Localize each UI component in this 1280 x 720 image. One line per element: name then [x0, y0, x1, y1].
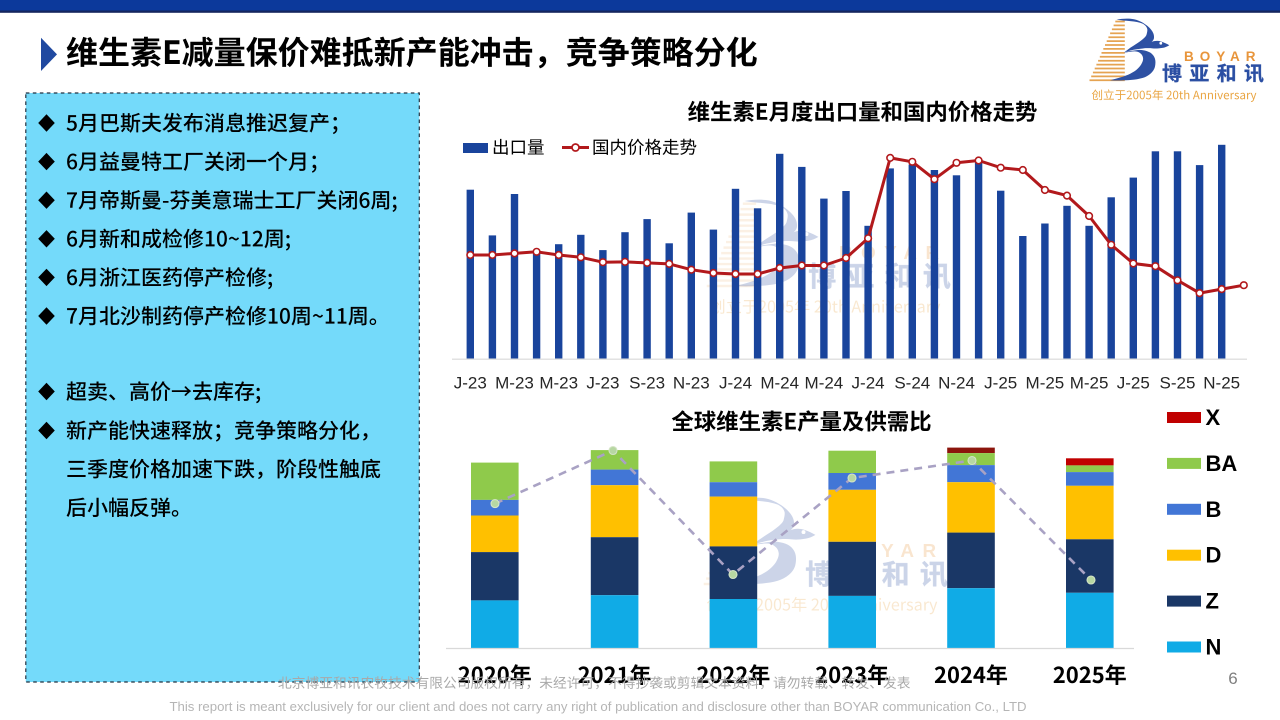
- svg-text:M-25: M-25: [1026, 374, 1065, 393]
- svg-text:S-23: S-23: [629, 374, 665, 393]
- svg-text:N-23: N-23: [673, 374, 710, 393]
- svg-text:X: X: [1206, 405, 1221, 430]
- svg-text:D: D: [1206, 543, 1222, 568]
- svg-text:J-23: J-23: [454, 374, 487, 393]
- svg-text:M-24: M-24: [805, 374, 844, 393]
- svg-text:S-25: S-25: [1160, 374, 1196, 393]
- svg-text:M-23: M-23: [539, 374, 578, 393]
- svg-text:J-24: J-24: [719, 374, 752, 393]
- svg-text:6: 6: [1228, 669, 1237, 688]
- svg-text:J-24: J-24: [852, 374, 885, 393]
- svg-text:M-23: M-23: [495, 374, 534, 393]
- svg-text:Z: Z: [1206, 589, 1219, 614]
- svg-text:B: B: [1206, 497, 1222, 522]
- svg-text:This report is meant exclusive: This report is meant exclusively for our…: [169, 699, 1026, 714]
- svg-text:M-24: M-24: [760, 374, 799, 393]
- svg-text:J-25: J-25: [1117, 374, 1150, 393]
- svg-text:N: N: [1206, 635, 1222, 660]
- svg-text:M-25: M-25: [1070, 374, 1109, 393]
- svg-text:S-24: S-24: [894, 374, 930, 393]
- svg-text:N-24: N-24: [938, 374, 975, 393]
- svg-text:J-23: J-23: [586, 374, 619, 393]
- svg-text:N-25: N-25: [1203, 374, 1240, 393]
- svg-text:J-25: J-25: [984, 374, 1017, 393]
- svg-text:BA: BA: [1206, 451, 1238, 476]
